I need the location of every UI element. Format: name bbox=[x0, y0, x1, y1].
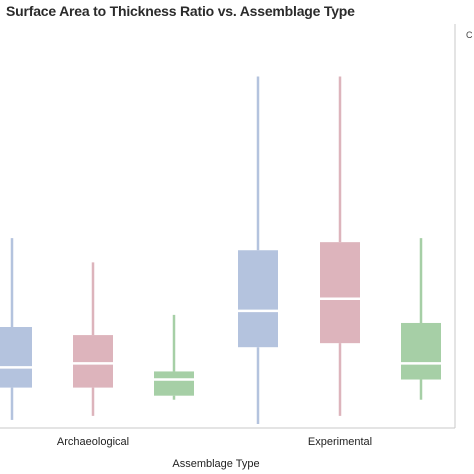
box-group-2 bbox=[73, 262, 113, 416]
box-iqr bbox=[238, 250, 278, 348]
box-group-6 bbox=[401, 238, 441, 400]
box-group-1 bbox=[0, 238, 32, 420]
x-tick-label: Experimental bbox=[308, 436, 372, 448]
box-iqr bbox=[320, 242, 360, 344]
box-group-4 bbox=[238, 76, 278, 424]
box-group-5 bbox=[320, 76, 360, 416]
x-tick-label: Archaeological bbox=[57, 436, 129, 448]
box-iqr bbox=[0, 327, 32, 388]
box-group-3 bbox=[154, 314, 194, 400]
box-iqr bbox=[154, 371, 194, 396]
x-axis-label: Assemblage Type bbox=[172, 458, 259, 470]
box-iqr bbox=[73, 335, 113, 388]
chart-title: Surface Area to Thickness Ratio vs. Asse… bbox=[6, 3, 355, 19]
corner-text: C bbox=[466, 30, 473, 40]
box-iqr bbox=[401, 322, 441, 380]
